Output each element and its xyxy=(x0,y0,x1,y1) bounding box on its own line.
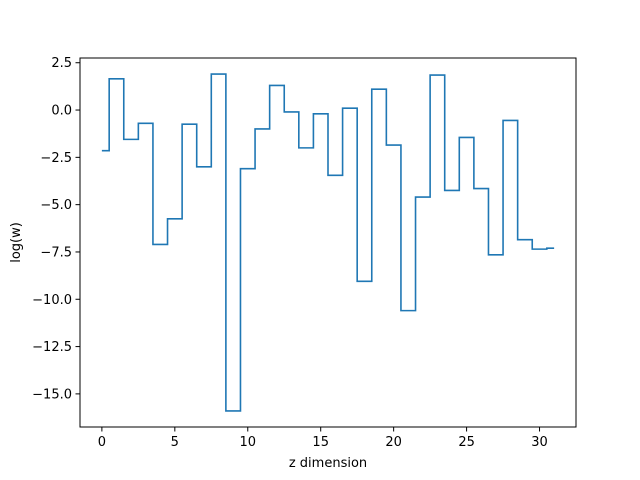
x-tick-label: 25 xyxy=(458,435,475,450)
y-axis-label: log(w) xyxy=(9,222,24,263)
y-tick-label: −7.5 xyxy=(40,245,72,260)
y-tick-label: −10.0 xyxy=(32,293,72,308)
x-tick-label: 20 xyxy=(385,435,402,450)
series-line xyxy=(101,73,555,412)
plot-area xyxy=(79,57,577,428)
y-axis-ticks: 2.5 0.0 −2.5 −5.0 −7.5 −10.0 −12.5 −15.0 xyxy=(32,56,80,402)
y-tick-label: −5.0 xyxy=(40,198,72,213)
x-tick-label: 10 xyxy=(239,435,256,450)
y-tick-label: 2.5 xyxy=(51,56,72,71)
y-tick-label: 0.0 xyxy=(51,104,72,119)
y-tick-label: −12.5 xyxy=(32,340,72,355)
axes-frame xyxy=(79,57,577,428)
x-axis-label: z dimension xyxy=(289,456,367,471)
x-tick-label: 15 xyxy=(312,435,329,450)
y-tick-label: −15.0 xyxy=(32,387,72,402)
x-tick-label: 5 xyxy=(171,435,179,450)
x-tick-label: 0 xyxy=(98,435,106,450)
x-axis-ticks: 0 5 10 15 20 25 30 xyxy=(98,427,548,450)
y-tick-label: −2.5 xyxy=(40,151,72,166)
x-tick-label: 30 xyxy=(531,435,548,450)
